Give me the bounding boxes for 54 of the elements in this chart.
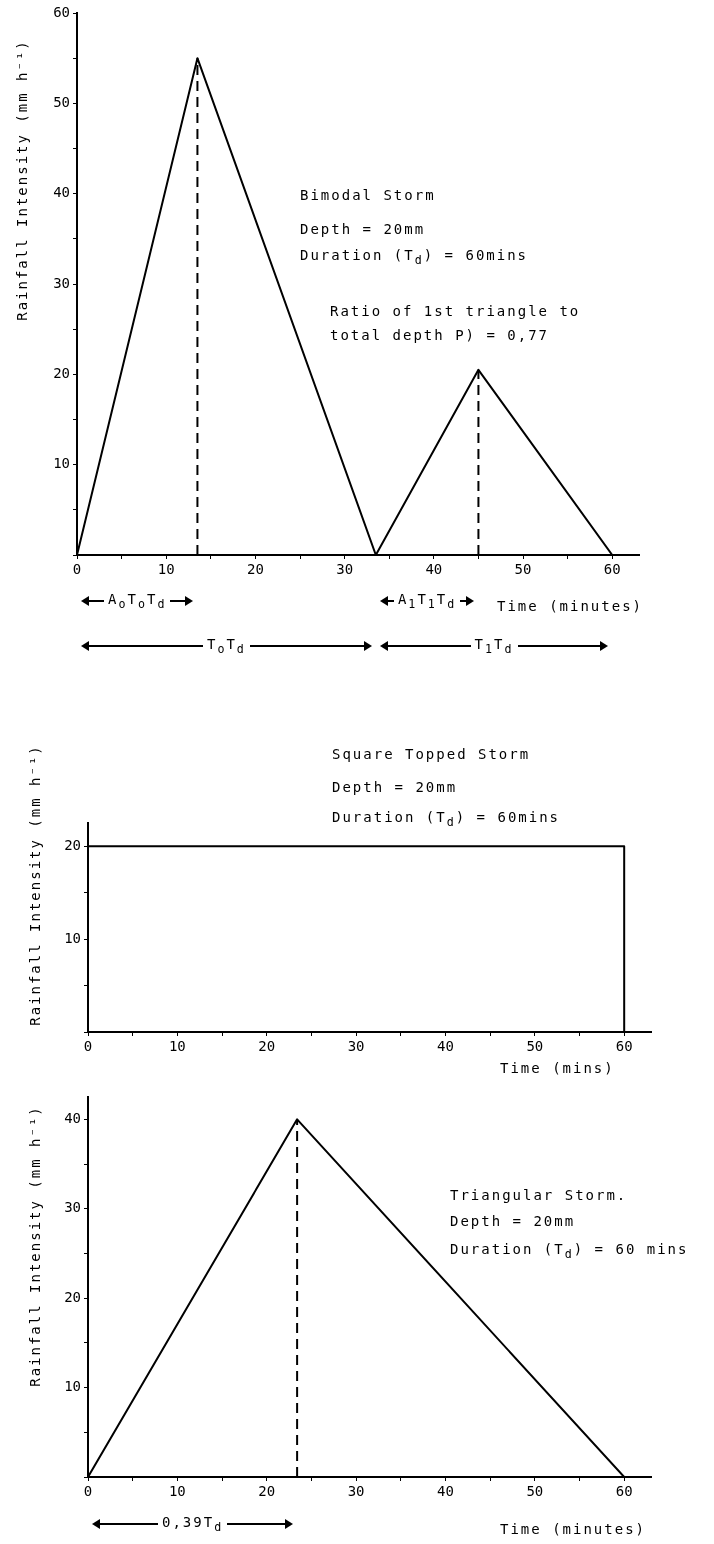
x-tick-label: 20 xyxy=(258,1483,276,1500)
annotation: Duration (T$_{d}$) = 60mins xyxy=(332,809,561,829)
x-tick-label: 50 xyxy=(526,1038,544,1055)
y-axis-title: Rainfall Intensity (mm h⁻¹) xyxy=(27,744,43,1026)
x-tick-label: 40 xyxy=(437,1038,454,1055)
y-tick-label: 30 xyxy=(53,274,70,291)
x-tick-label: 60 xyxy=(603,561,621,578)
annotation: Duration (T$_{d}$) = 60mins xyxy=(300,247,529,267)
text: Square Topped Storm xyxy=(332,746,531,762)
x-tick-label: 20 xyxy=(246,561,264,578)
x-tick-label: 10 xyxy=(157,561,175,578)
x-tick-label: 10 xyxy=(168,1483,186,1500)
y-tick-label: 20 xyxy=(53,364,70,381)
y-tick-label: 30 xyxy=(64,1199,81,1216)
x-axis-title: Time (minutes) xyxy=(500,1521,647,1537)
annotation: Ratio of 1st triangle to total depth P) = 0,77 xyxy=(330,302,582,345)
x-tick-label: 50 xyxy=(526,1483,544,1500)
text: 0,39T$_{d}$ xyxy=(161,1514,224,1534)
y-tick-label: 40 xyxy=(64,1109,81,1126)
y-tick-label: 20 xyxy=(64,1288,81,1305)
y-tick-label: 10 xyxy=(53,455,70,472)
x-axis-title: Time (mins) xyxy=(500,1060,615,1076)
x-tick-label: 60 xyxy=(615,1483,633,1500)
annotation: Triangular Storm. xyxy=(450,1187,628,1203)
y-axis-title: Rainfall Intensity (mm h⁻¹) xyxy=(27,1105,43,1387)
x-tick-label: 20 xyxy=(258,1038,276,1055)
x-tick-label: 40 xyxy=(437,1483,454,1500)
x-tick-label: 0 xyxy=(83,1483,93,1500)
x-tick-label: 0 xyxy=(83,1038,93,1055)
x-tick-label: 60 xyxy=(615,1038,633,1055)
x-tick-label: 30 xyxy=(347,1483,365,1500)
y-tick-label: 10 xyxy=(64,929,81,946)
x-tick-label: 10 xyxy=(168,1038,186,1055)
text: T$_{1}$T$_{d}$ xyxy=(474,636,514,656)
y-tick-label: 10 xyxy=(64,1378,81,1395)
y-axis-title: Rainfall Intensity (mm h⁻¹) xyxy=(14,39,30,321)
x-axis-title: Time (minutes) xyxy=(497,598,644,614)
text: A$_{o}$T$_{o}$T$_{d}$ xyxy=(108,591,167,611)
text: T$_{o}$T$_{d}$ xyxy=(206,636,246,656)
text: A$_{1}$T$_{1}$T$_{d}$ xyxy=(397,591,457,611)
y-tick-label: 60 xyxy=(53,3,70,20)
x-tick-label: 50 xyxy=(514,561,532,578)
y-tick-label: 20 xyxy=(64,836,81,853)
y-tick-label: 50 xyxy=(53,93,70,110)
x-tick-label: 0 xyxy=(72,561,82,578)
annotation: Duration (T$_{d}$) = 60 mins xyxy=(450,1241,689,1261)
x-tick-label: 30 xyxy=(347,1038,365,1055)
x-tick-label: 30 xyxy=(336,561,354,578)
x-tick-label: 40 xyxy=(425,561,443,578)
y-tick-label: 40 xyxy=(53,184,70,201)
annotation: Bimodal Storm xyxy=(300,187,436,203)
annotation: Depth = 20mm xyxy=(300,221,426,237)
text: Depth = 20mm xyxy=(332,779,458,795)
annotation: Depth = 20mm xyxy=(450,1213,576,1229)
